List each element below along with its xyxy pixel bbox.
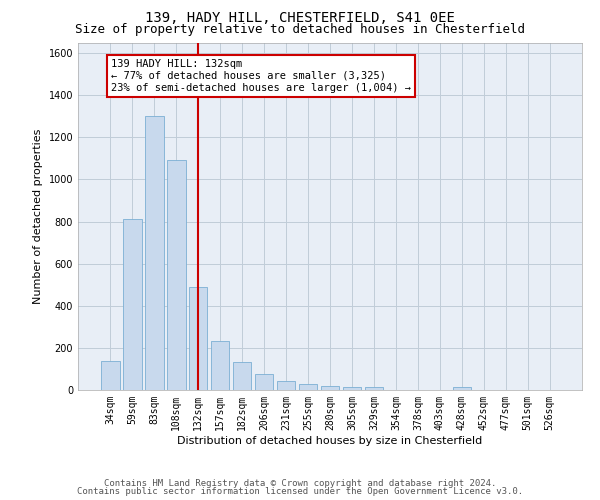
Bar	[299, 384, 317, 390]
Text: Contains public sector information licensed under the Open Government Licence v3: Contains public sector information licen…	[77, 487, 523, 496]
Text: 139, HADY HILL, CHESTERFIELD, S41 0EE: 139, HADY HILL, CHESTERFIELD, S41 0EE	[145, 11, 455, 25]
Bar	[167, 160, 185, 390]
Bar	[255, 374, 274, 390]
Bar	[233, 362, 251, 390]
Text: Contains HM Land Registry data © Crown copyright and database right 2024.: Contains HM Land Registry data © Crown c…	[104, 478, 496, 488]
X-axis label: Distribution of detached houses by size in Chesterfield: Distribution of detached houses by size …	[178, 436, 482, 446]
Bar	[365, 387, 383, 390]
Bar	[145, 116, 164, 390]
Text: 139 HADY HILL: 132sqm
← 77% of detached houses are smaller (3,325)
23% of semi-d: 139 HADY HILL: 132sqm ← 77% of detached …	[110, 60, 410, 92]
Bar	[101, 360, 119, 390]
Bar	[211, 340, 229, 390]
Bar	[320, 386, 340, 390]
Bar	[277, 380, 295, 390]
Bar	[123, 220, 142, 390]
Text: Size of property relative to detached houses in Chesterfield: Size of property relative to detached ho…	[75, 22, 525, 36]
Y-axis label: Number of detached properties: Number of detached properties	[33, 128, 43, 304]
Bar	[452, 387, 471, 390]
Bar	[343, 387, 361, 390]
Bar	[189, 287, 208, 390]
